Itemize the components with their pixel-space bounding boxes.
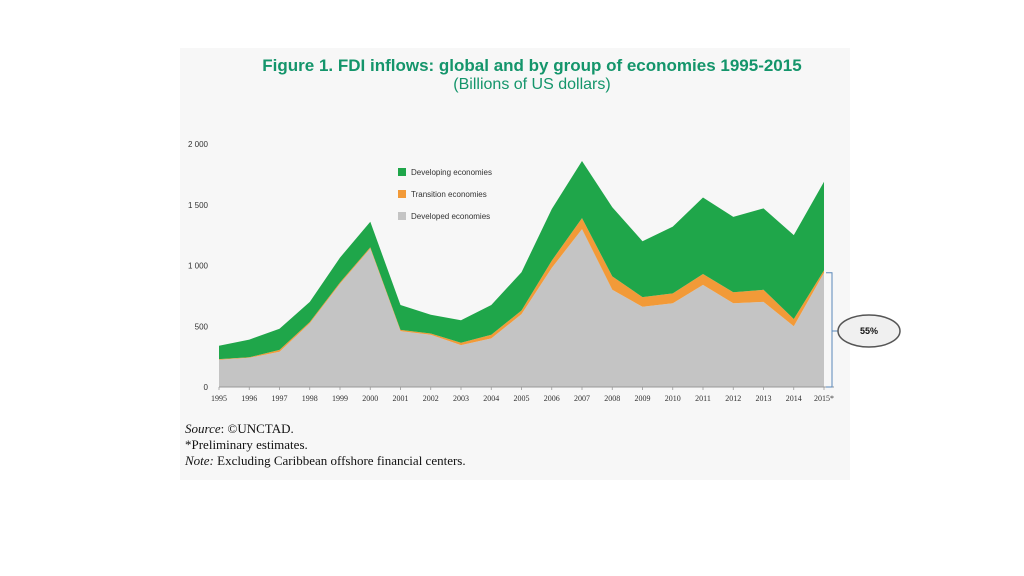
x-tick-label: 1999 bbox=[332, 394, 348, 403]
x-tick-label: 2011 bbox=[695, 394, 711, 403]
x-tick-label: 1996 bbox=[241, 394, 257, 403]
x-tick-label: 2005 bbox=[514, 394, 530, 403]
preliminary-note: *Preliminary estimates. bbox=[185, 437, 308, 452]
note-text: Excluding Caribbean offshore financial c… bbox=[213, 453, 466, 468]
x-tick-label: 2010 bbox=[665, 394, 681, 403]
legend-developed-label: Developed economies bbox=[411, 212, 490, 221]
chart-title: Figure 1. FDI inflows: global and by gro… bbox=[262, 56, 802, 75]
note-label: Note: bbox=[185, 453, 214, 468]
y-tick-label: 1 000 bbox=[188, 262, 209, 271]
x-tick-label: 2000 bbox=[362, 394, 378, 403]
developing-area bbox=[219, 161, 824, 360]
source-note: Source: ©UNCTAD. bbox=[185, 421, 294, 437]
x-tick-label: 2004 bbox=[483, 394, 499, 403]
exclusion-note: Note: Excluding Caribbean offshore finan… bbox=[185, 453, 466, 469]
x-tick-label: 2006 bbox=[544, 394, 560, 403]
share-annotation: 55% bbox=[826, 272, 901, 388]
share-bubble bbox=[837, 314, 901, 348]
area-layers bbox=[219, 161, 824, 387]
source-label: Source bbox=[185, 421, 221, 436]
x-tick-label: 2002 bbox=[423, 394, 439, 403]
x-tick-label: 1995 bbox=[211, 394, 227, 403]
y-tick-label: 1 500 bbox=[188, 201, 209, 210]
legend-developing-label: Developing economies bbox=[411, 168, 492, 177]
x-tick-label: 2012 bbox=[725, 394, 741, 403]
share-bracket bbox=[826, 272, 833, 388]
x-tick-label: 2014 bbox=[786, 394, 802, 403]
x-tick-label: 2008 bbox=[604, 394, 620, 403]
legend-transition-label: Transition economies bbox=[411, 190, 487, 199]
y-tick-label: 2 000 bbox=[188, 140, 209, 149]
x-tick-label: 1998 bbox=[302, 394, 318, 403]
x-tick-label: 1997 bbox=[272, 394, 288, 403]
chart-legend: Developing economies Transition economies… bbox=[398, 168, 492, 221]
share-label: 55% bbox=[860, 326, 878, 336]
x-tick-label: 2007 bbox=[574, 394, 590, 403]
x-tick-label: 2001 bbox=[393, 394, 409, 403]
legend-transition-swatch bbox=[398, 190, 406, 198]
legend-developing-swatch bbox=[398, 168, 406, 176]
x-tick-label: 2013 bbox=[756, 394, 772, 403]
x-tick-label: 2009 bbox=[635, 394, 651, 403]
source-text: : ©UNCTAD. bbox=[220, 421, 294, 436]
y-tick-label: 0 bbox=[204, 383, 209, 392]
x-tick-label: 2015* bbox=[814, 394, 834, 403]
chart-subtitle: (Billions of US dollars) bbox=[453, 76, 611, 93]
chart-axes: 0 500 1 000 1 500 2 000 1995 1996 1997 1998 1999 2… bbox=[188, 140, 834, 403]
y-tick-label: 500 bbox=[195, 322, 209, 331]
x-tick-label: 2003 bbox=[453, 394, 469, 403]
legend-developed-swatch bbox=[398, 212, 406, 220]
developed-area bbox=[219, 229, 824, 387]
